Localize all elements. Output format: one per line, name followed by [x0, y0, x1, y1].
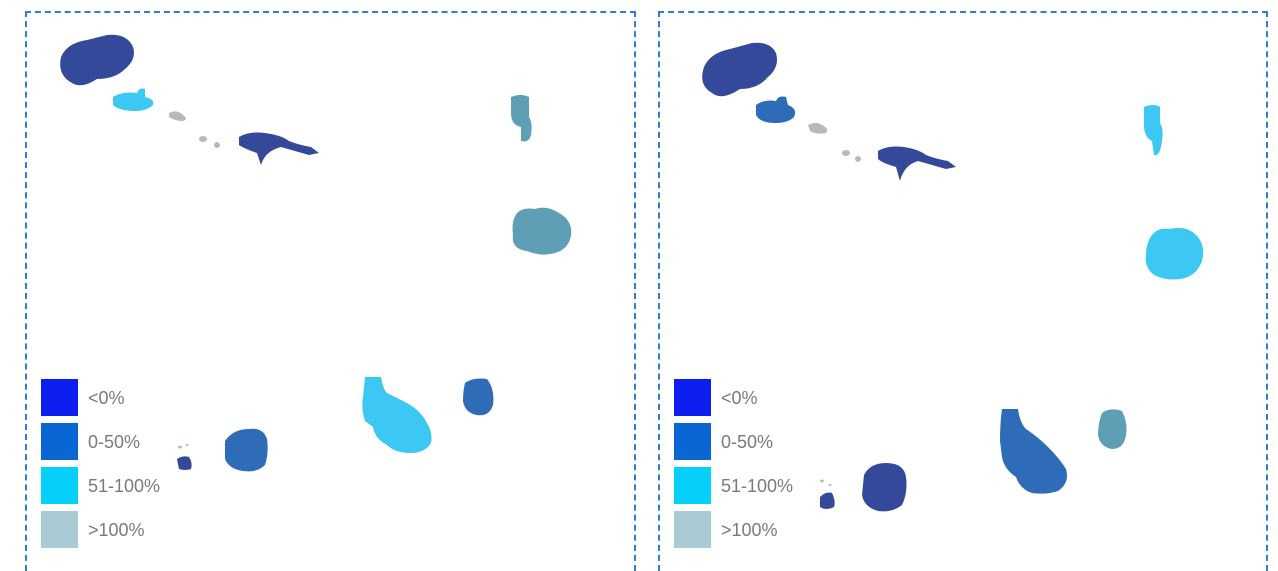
legend-label: <0% [721, 388, 758, 408]
island-sao-nicolau [239, 132, 319, 165]
island-santiago [1000, 409, 1067, 494]
islet-branco [199, 136, 207, 142]
islet-rombos-1 [820, 479, 824, 483]
map-panel-left: <0% 0-50% 51-100% >100% [25, 11, 636, 571]
islet-rombos-1 [178, 445, 182, 449]
islet-raso [855, 156, 861, 162]
legend-label: >100% [721, 520, 778, 540]
islet-raso [214, 142, 220, 148]
island-map-right [702, 42, 1204, 512]
island-sao-vicente [756, 96, 796, 123]
island-santo-antao [702, 42, 777, 97]
islet-rombos-2 [185, 444, 189, 446]
island-brava [177, 456, 192, 470]
map-panel-right: <0% 0-50% 51-100% >100% [658, 11, 1268, 571]
island-brava [820, 492, 835, 509]
islet-rombos-2 [828, 484, 832, 486]
island-santa-luzia [808, 123, 828, 134]
island-maio [1098, 409, 1127, 449]
legend-swatch [41, 423, 78, 460]
island-santo-antao [60, 34, 134, 86]
legend-label: >100% [88, 520, 145, 540]
legend-label: <0% [88, 388, 125, 408]
island-santa-luzia [169, 111, 186, 121]
islet-branco [842, 150, 850, 156]
island-map-left [60, 34, 572, 472]
island-fogo [862, 463, 907, 512]
island-boa-vista [512, 207, 572, 255]
legend-swatch [674, 467, 711, 504]
legend-label: 51-100% [88, 476, 161, 496]
island-sal [1144, 105, 1163, 156]
legend-swatch [41, 511, 78, 548]
legend-label: 51-100% [721, 476, 794, 496]
island-fogo [225, 428, 268, 472]
island-sao-vicente [113, 88, 154, 111]
legend-swatch [674, 511, 711, 548]
island-santiago [362, 377, 432, 453]
island-sal [511, 95, 532, 142]
legend-label: 0-50% [88, 432, 141, 452]
legend-label: 0-50% [721, 432, 774, 452]
island-boa-vista [1145, 227, 1204, 280]
legend-swatch [41, 467, 78, 504]
legend-swatch [674, 423, 711, 460]
legend-swatch [41, 379, 78, 416]
island-sao-nicolau [878, 146, 956, 181]
island-maio [463, 378, 494, 416]
legend-swatch [674, 379, 711, 416]
